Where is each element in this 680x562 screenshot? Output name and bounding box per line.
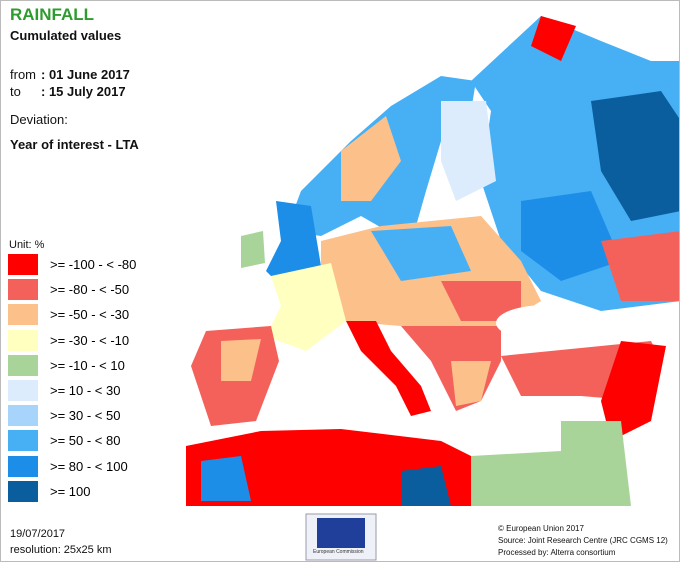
title: RAINFALL: [10, 5, 95, 24]
legend-label: >= 100: [50, 483, 91, 499]
legend-swatch: [8, 304, 38, 326]
region: [201, 456, 251, 501]
region: [451, 361, 491, 406]
resolution: resolution: 25x25 km: [10, 544, 112, 556]
legend-swatch: [8, 279, 38, 301]
legend-unit: Unit: %: [9, 239, 45, 251]
region: [241, 231, 265, 268]
legend-label: >= 30 - < 50: [50, 408, 121, 424]
region: [371, 226, 471, 281]
region: [601, 231, 679, 301]
legend-swatch: [8, 455, 38, 477]
legend-swatch: [8, 329, 38, 351]
legend-item: >= 80 - < 100: [8, 455, 208, 478]
legend-item: >= -10 - < 10: [8, 354, 208, 377]
region: [186, 429, 471, 506]
source: Source: Joint Research Centre (JRC CGMS …: [498, 536, 668, 545]
to-label: to: [10, 84, 21, 99]
deviation-label: Deviation:: [10, 112, 68, 127]
legend-item: >= -30 - < -10: [8, 329, 208, 352]
legend-swatch: [8, 405, 38, 427]
legend-item: >= 10 - < 30: [8, 380, 208, 402]
region: [341, 116, 401, 201]
legend-item: >= 30 - < 50: [8, 405, 208, 427]
deviation-value: Year of interest - LTA: [10, 137, 139, 152]
from-date: : 01 June 2017: [41, 67, 130, 82]
logo-flag: [317, 518, 365, 548]
legend-label: >= 50 - < 80: [50, 433, 121, 449]
legend-swatch: [8, 354, 38, 376]
legend-swatch: [8, 254, 38, 275]
legend-label: >= 10 - < 30: [50, 383, 121, 398]
region: [531, 16, 576, 61]
legend-label: >= -30 - < -10: [50, 332, 130, 348]
legend-label: >= -100 - < -80: [50, 257, 137, 272]
sea: [496, 305, 596, 341]
legend-swatch: [8, 380, 38, 401]
region: [591, 91, 679, 221]
region: [441, 281, 521, 321]
copyright: © European Union 2017: [498, 524, 584, 533]
legend-label: >= -80 - < -50: [50, 282, 130, 298]
region: [266, 263, 346, 351]
region: [601, 341, 666, 441]
region: [221, 339, 261, 381]
region: [471, 451, 561, 506]
legend-item: >= -80 - < -50: [8, 279, 208, 301]
legend-item: >= -100 - < -80: [8, 254, 208, 276]
legend-label: >= -10 - < 10: [50, 357, 125, 373]
logo-text: European Commission: [313, 549, 364, 555]
region: [521, 191, 621, 281]
region: [561, 421, 631, 506]
region: [401, 466, 451, 506]
legend-item: >= 100: [8, 480, 208, 503]
processed: Processed by: Alterra consortium: [498, 548, 616, 557]
legend-swatch: [8, 480, 38, 502]
date: 19/07/2017: [10, 528, 66, 540]
region: [441, 101, 496, 201]
to-date: : 15 July 2017: [41, 84, 126, 99]
region: [346, 321, 431, 416]
legend-swatch: [8, 430, 38, 452]
legend-label: >= 80 - < 100: [50, 458, 128, 474]
legend-item: >= 50 - < 80: [8, 430, 208, 452]
legend-label: >= -50 - < -30: [50, 307, 130, 323]
subtitle: Cumulated values: [10, 28, 122, 43]
legend-item: >= -50 - < -30: [8, 304, 208, 326]
from-label: from: [10, 67, 36, 82]
